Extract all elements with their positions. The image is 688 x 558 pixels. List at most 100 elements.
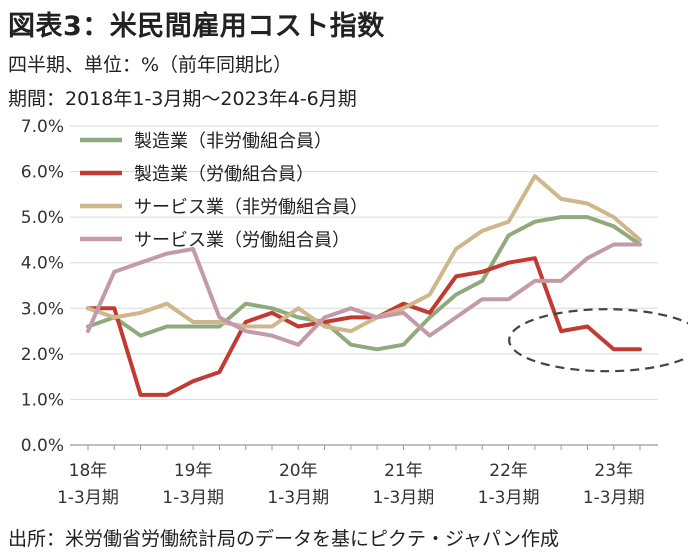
- data-point-2: [534, 175, 536, 177]
- series-lines: [86, 174, 642, 397]
- data-point-3: [507, 298, 510, 300]
- data-point-1: [113, 307, 116, 310]
- series-line-0: [86, 215, 642, 352]
- data-point-0: [297, 316, 300, 319]
- series-line-2: [86, 174, 642, 334]
- data-point-0: [507, 234, 510, 237]
- data-point-0: [428, 316, 431, 319]
- x-tick-label-period: 1-3月期: [373, 488, 435, 508]
- data-point-3: [218, 316, 221, 319]
- x-tick-label-year: 23年: [594, 461, 633, 481]
- x-tick-label-year: 18年: [69, 461, 108, 481]
- data-point-3: [639, 243, 641, 246]
- data-point-2: [166, 302, 168, 305]
- y-tick-label: 6.0%: [21, 163, 64, 183]
- data-point-1: [455, 275, 457, 278]
- legend-label-2: サービス業（非労働組合員）: [134, 197, 368, 218]
- data-point-1: [323, 321, 326, 323]
- data-point-1: [534, 257, 536, 259]
- y-tick-label: 2.0%: [21, 345, 64, 365]
- data-point-3: [192, 248, 194, 250]
- data-point-3: [481, 298, 484, 300]
- data-point-3: [612, 243, 615, 246]
- data-point-2: [323, 325, 326, 328]
- data-point-3: [166, 252, 168, 255]
- data-point-2: [244, 325, 247, 328]
- axes: 0.0% 1.0% 2.0% 3.0% 4.0% 5.0% 6.0% 7.0% 18年 1-3月期…: [21, 117, 658, 508]
- data-point-3: [586, 257, 589, 259]
- data-point-0: [244, 302, 247, 305]
- data-point-1: [560, 330, 562, 332]
- data-point-2: [455, 248, 457, 250]
- data-point-1: [166, 394, 168, 396]
- data-point-2: [586, 202, 589, 205]
- x-tick-label-year: 19年: [174, 461, 213, 481]
- data-point-1: [586, 325, 589, 328]
- data-point-0: [560, 216, 562, 218]
- legend-label-3: サービス業（労働組合員）: [134, 230, 350, 251]
- data-point-3: [455, 316, 457, 319]
- chart-subtitle-period: 期間：2018年1-3月期～2023年4-6月期: [8, 88, 357, 110]
- data-point-0: [192, 325, 194, 328]
- x-tick-label-period: 1-3月期: [162, 488, 224, 508]
- data-point-1: [428, 312, 431, 314]
- data-point-2: [87, 307, 89, 310]
- data-point-1: [271, 312, 273, 314]
- data-point-3: [350, 307, 352, 310]
- data-point-3: [271, 334, 273, 337]
- y-tick-label: 5.0%: [21, 208, 64, 228]
- x-tick-label-year: 20年: [279, 461, 318, 481]
- source-note: 出所：米労働省労働統計局のデータを基にピクテ・ジャパン作成: [8, 528, 560, 550]
- data-point-1: [481, 271, 484, 273]
- chart-subtitle-unit: 四半期、単位：%（前年同期比）: [8, 54, 293, 76]
- y-tick-label: 0.0%: [21, 436, 64, 456]
- data-point-0: [218, 325, 221, 328]
- data-point-0: [455, 293, 457, 296]
- legend-label-0: 製造業（非労働組合員）: [134, 131, 332, 152]
- data-point-0: [376, 348, 378, 351]
- data-point-2: [560, 198, 562, 200]
- data-point-3: [376, 316, 378, 319]
- data-point-0: [481, 280, 484, 282]
- data-point-3: [244, 330, 247, 332]
- y-tick-label: 1.0%: [21, 390, 64, 410]
- data-point-1: [350, 316, 352, 319]
- data-point-1: [297, 325, 300, 328]
- data-point-0: [350, 343, 352, 346]
- y-tick-label: 4.0%: [21, 254, 64, 274]
- data-point-2: [139, 312, 142, 314]
- data-point-1: [507, 261, 510, 264]
- data-point-3: [428, 334, 431, 337]
- chart-title: 図表3：米民間雇用コスト指数: [8, 11, 385, 42]
- data-point-2: [113, 316, 116, 319]
- data-point-0: [612, 225, 615, 228]
- data-point-2: [481, 230, 484, 232]
- data-point-1: [639, 348, 641, 351]
- data-point-3: [87, 330, 89, 332]
- data-point-0: [402, 343, 405, 346]
- data-point-2: [639, 239, 641, 241]
- x-tick-label-period: 1-3月期: [57, 488, 119, 508]
- data-point-2: [218, 321, 221, 323]
- data-point-2: [612, 216, 615, 218]
- data-point-1: [139, 394, 142, 396]
- data-point-0: [586, 216, 589, 218]
- legend-label-1: 製造業（労働組合員）: [134, 164, 314, 185]
- annotations: [508, 308, 688, 373]
- y-tick-label: 7.0%: [21, 117, 64, 137]
- data-point-3: [113, 271, 116, 273]
- data-point-2: [428, 293, 431, 296]
- series-line-3: [86, 242, 642, 347]
- x-tick-label-period: 1-3月期: [267, 488, 329, 508]
- x-tick-label-year: 22年: [489, 461, 528, 481]
- data-point-3: [402, 312, 405, 314]
- data-point-0: [271, 307, 273, 310]
- data-point-1: [402, 302, 405, 305]
- data-point-3: [139, 261, 142, 264]
- data-point-2: [192, 321, 194, 323]
- data-point-0: [534, 220, 536, 223]
- data-point-2: [402, 307, 405, 310]
- x-tick-label-year: 21年: [384, 461, 423, 481]
- data-point-3: [323, 316, 326, 319]
- data-point-1: [244, 321, 247, 323]
